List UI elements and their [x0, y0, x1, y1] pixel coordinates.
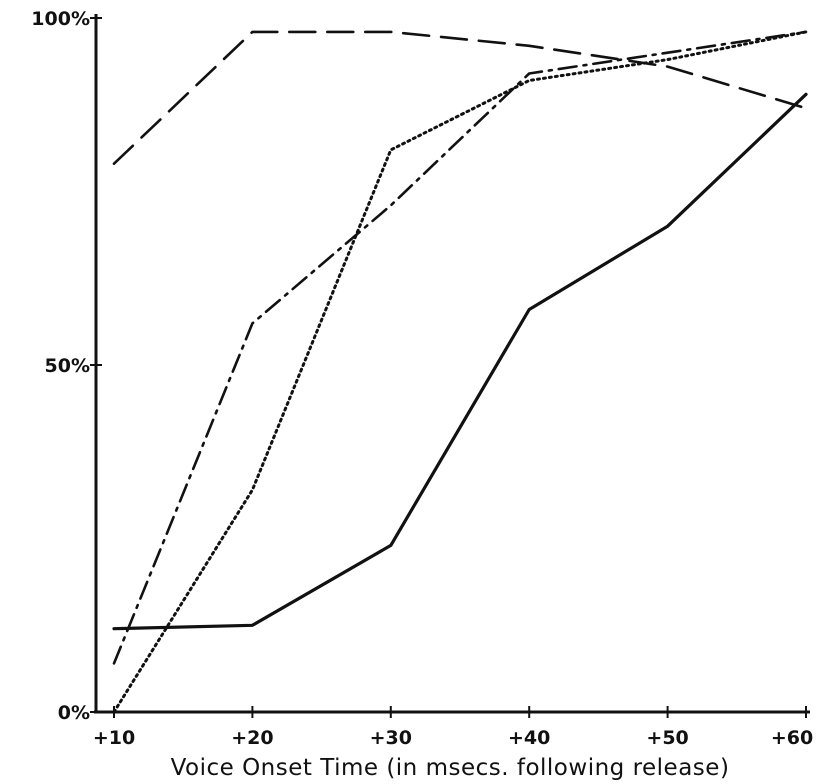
- series-line-dash-dot: [112, 30, 808, 665]
- series-line-solid: [112, 92, 808, 631]
- x-tick-label: +20: [231, 727, 273, 749]
- x-axis-title: Voice Onset Time (in msecs. following re…: [171, 755, 730, 781]
- x-ticks: +10 +20 +30 +40 +50 +60: [93, 706, 813, 749]
- x-tick-label: +60: [771, 727, 813, 749]
- y-ticks: 0% 50% 100%: [31, 8, 102, 724]
- x-tick-label: +10: [93, 727, 135, 749]
- x-tick-label: +30: [370, 727, 412, 749]
- y-tick-label: 0%: [58, 702, 90, 724]
- series-line-dotted: [112, 30, 808, 714]
- series-lines: [112, 30, 808, 714]
- y-tick-label: 100%: [31, 8, 90, 30]
- series-line-dashed: [112, 30, 808, 165]
- x-tick-label: +40: [508, 727, 550, 749]
- x-tick-label: +50: [646, 727, 688, 749]
- y-tick-label: 50%: [45, 355, 90, 377]
